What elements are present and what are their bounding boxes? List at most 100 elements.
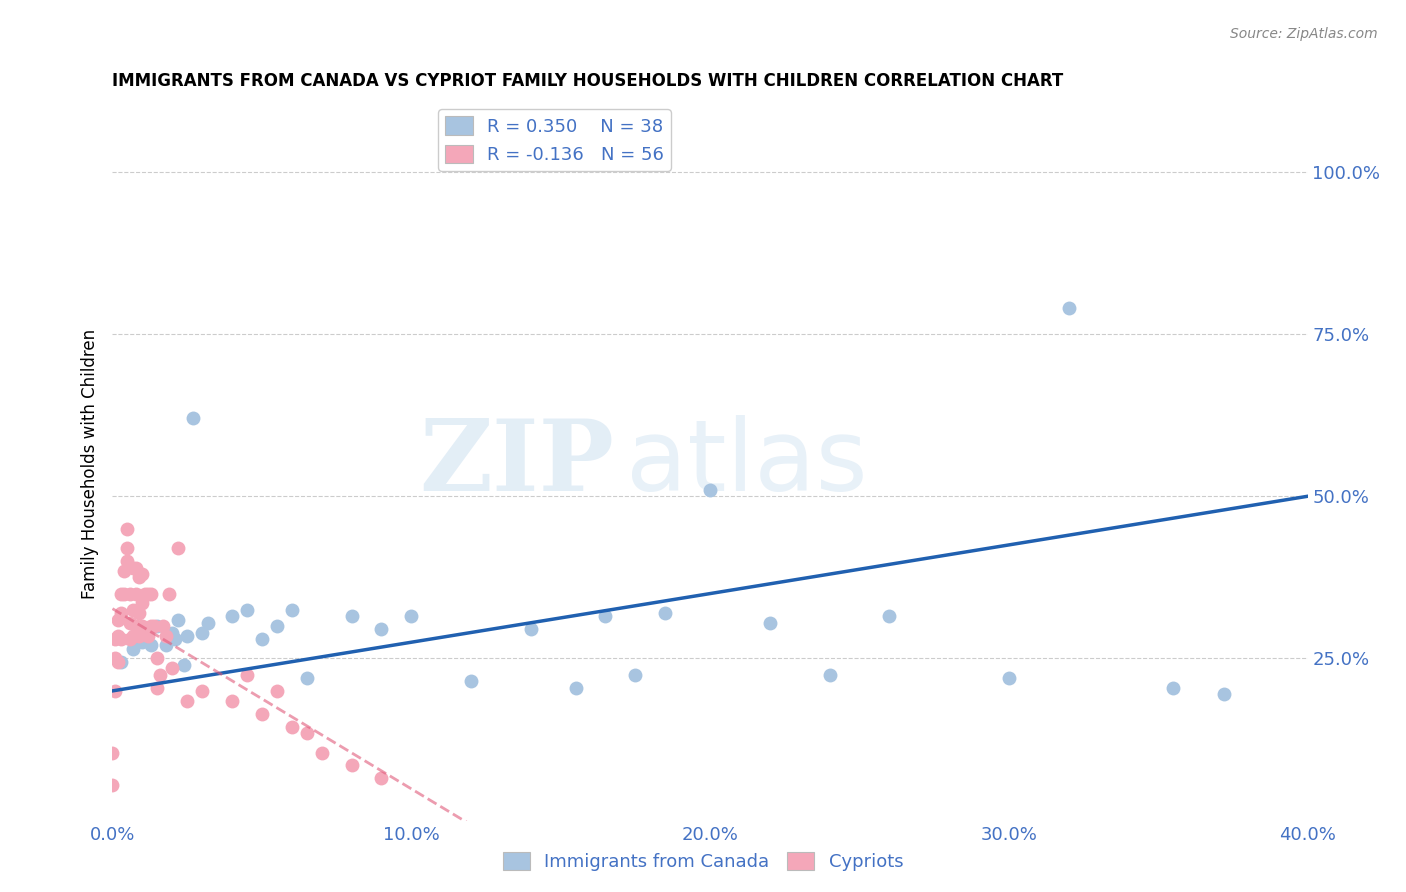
Point xyxy=(110,632,132,646)
Point xyxy=(191,625,214,640)
Point xyxy=(141,586,163,600)
Point xyxy=(759,615,782,630)
Point xyxy=(266,684,288,698)
Point xyxy=(117,541,139,556)
Point xyxy=(1213,687,1236,701)
Point xyxy=(125,560,148,574)
Text: atlas: atlas xyxy=(627,416,868,512)
Point xyxy=(146,619,169,633)
Point xyxy=(128,570,150,584)
Point xyxy=(281,603,304,617)
Point xyxy=(131,635,153,649)
Point xyxy=(197,615,219,630)
Point xyxy=(818,667,841,681)
Point xyxy=(128,606,150,620)
Point xyxy=(114,564,135,578)
Point xyxy=(110,655,132,669)
Point xyxy=(114,586,135,600)
Point xyxy=(131,596,153,610)
Point xyxy=(110,606,132,620)
Point xyxy=(266,619,288,633)
Point xyxy=(141,639,163,653)
Point xyxy=(176,693,198,707)
Point xyxy=(128,629,150,643)
Point xyxy=(141,619,163,633)
Point xyxy=(107,629,129,643)
Point xyxy=(120,632,142,646)
Point xyxy=(122,560,145,574)
Point xyxy=(146,681,169,695)
Point xyxy=(181,411,204,425)
Point xyxy=(311,746,333,760)
Point xyxy=(131,619,153,633)
Point xyxy=(340,609,363,624)
Point xyxy=(162,625,183,640)
Point xyxy=(101,746,124,760)
Point xyxy=(250,632,273,646)
Point xyxy=(167,613,190,627)
Point xyxy=(120,586,142,600)
Point xyxy=(221,609,243,624)
Point xyxy=(401,609,423,624)
Point xyxy=(167,541,190,556)
Point xyxy=(460,674,482,689)
Point xyxy=(236,603,259,617)
Point xyxy=(564,681,586,695)
Point xyxy=(122,603,145,617)
Legend: Immigrants from Canada, Cypriots: Immigrants from Canada, Cypriots xyxy=(495,845,911,879)
Point xyxy=(624,667,647,681)
Point xyxy=(998,671,1021,685)
Point xyxy=(120,615,142,630)
Point xyxy=(134,586,156,600)
Point xyxy=(138,629,160,643)
Point xyxy=(879,609,901,624)
Point xyxy=(104,632,127,646)
Point xyxy=(595,609,617,624)
Point xyxy=(295,671,318,685)
Legend: R = 0.350    N = 38, R = -0.136   N = 56: R = 0.350 N = 38, R = -0.136 N = 56 xyxy=(439,109,671,171)
Point xyxy=(281,720,304,734)
Point xyxy=(134,622,156,636)
Point xyxy=(117,522,139,536)
Point xyxy=(110,586,132,600)
Point xyxy=(107,613,129,627)
Point xyxy=(340,758,363,772)
Point xyxy=(157,586,180,600)
Point xyxy=(250,706,273,721)
Point xyxy=(654,606,676,620)
Point xyxy=(104,684,127,698)
Point xyxy=(176,629,198,643)
Point xyxy=(152,619,174,633)
Text: ZIP: ZIP xyxy=(419,416,614,512)
Point xyxy=(1057,301,1080,315)
Point xyxy=(104,651,127,665)
Point xyxy=(162,661,183,675)
Point xyxy=(295,726,318,740)
Point xyxy=(107,655,129,669)
Point xyxy=(370,772,392,786)
Y-axis label: Family Households with Children: Family Households with Children xyxy=(80,329,98,599)
Point xyxy=(149,667,172,681)
Point xyxy=(520,622,543,636)
Point xyxy=(1161,681,1184,695)
Point xyxy=(191,684,214,698)
Point xyxy=(221,693,243,707)
Point xyxy=(138,586,160,600)
Point xyxy=(125,586,148,600)
Point xyxy=(236,667,259,681)
Point xyxy=(117,554,139,568)
Point xyxy=(125,619,148,633)
Point xyxy=(173,657,195,672)
Point xyxy=(131,567,153,582)
Point xyxy=(101,778,124,792)
Point xyxy=(122,629,145,643)
Point xyxy=(155,639,177,653)
Point xyxy=(165,632,187,646)
Point xyxy=(122,641,145,656)
Text: Source: ZipAtlas.com: Source: ZipAtlas.com xyxy=(1230,27,1378,41)
Point xyxy=(699,483,721,497)
Text: IMMIGRANTS FROM CANADA VS CYPRIOT FAMILY HOUSEHOLDS WITH CHILDREN CORRELATION CH: IMMIGRANTS FROM CANADA VS CYPRIOT FAMILY… xyxy=(112,72,1064,90)
Point xyxy=(155,629,177,643)
Point xyxy=(146,651,169,665)
Point xyxy=(143,619,166,633)
